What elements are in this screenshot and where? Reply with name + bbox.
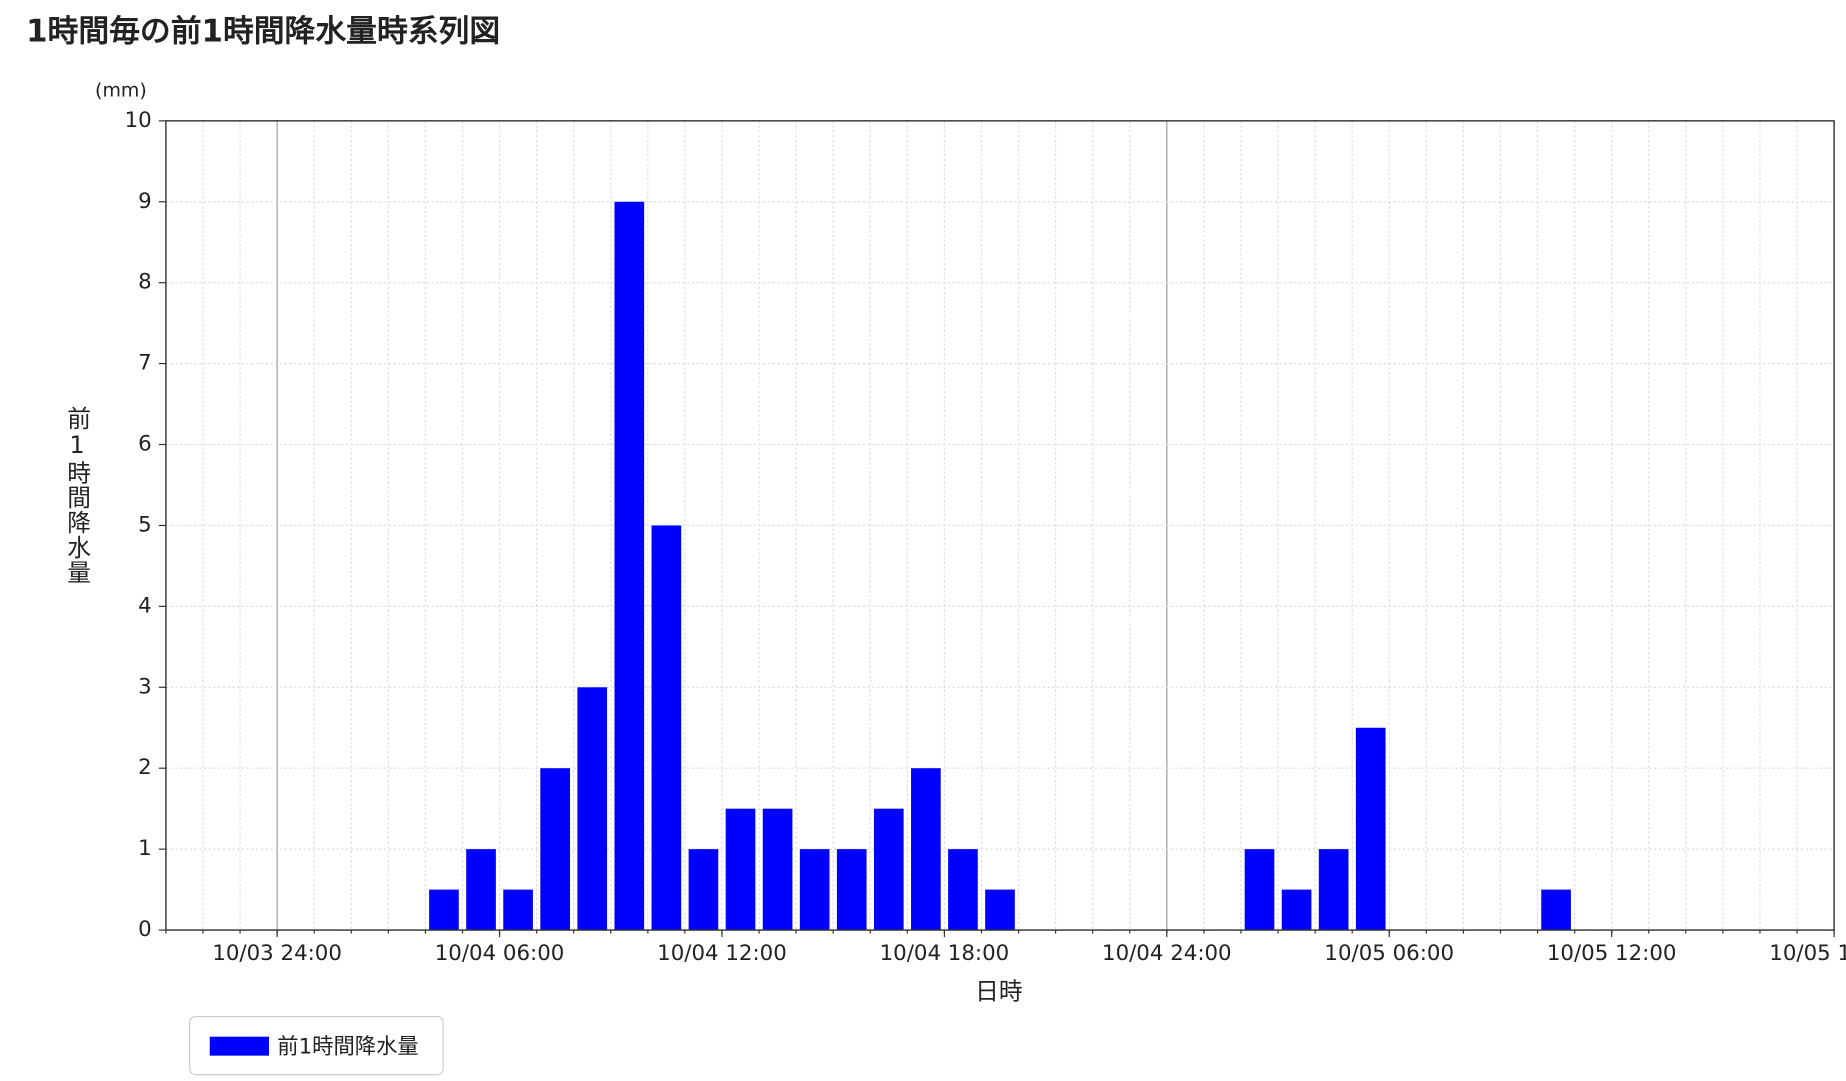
x-tick-label: 10/04 24:00 <box>1102 941 1232 966</box>
y-tick-label: 5 <box>138 512 152 537</box>
legend-swatch <box>209 1036 269 1056</box>
legend-box <box>189 1015 444 1076</box>
y-tick-label: 8 <box>138 270 152 295</box>
bar <box>985 889 1015 931</box>
bar <box>1355 727 1386 931</box>
plot-border <box>165 120 1835 931</box>
x-tick-label: 10/03 24:00 <box>212 941 342 966</box>
y-tick-label: 1 <box>138 836 152 861</box>
y-tick-label: 3 <box>138 674 152 699</box>
x-tick-label: 10/05 12:00 <box>1547 941 1677 966</box>
bar <box>688 849 719 931</box>
y-tick-label: 0 <box>138 917 152 942</box>
bar <box>651 525 682 931</box>
bar <box>873 808 904 931</box>
bar <box>911 768 941 931</box>
bar <box>836 849 867 931</box>
bar <box>503 889 533 931</box>
bar <box>948 849 978 931</box>
y-tick-label: 7 <box>138 351 152 376</box>
y-tick-label: 9 <box>138 189 152 214</box>
y-unit: (mm) <box>95 80 147 102</box>
bar <box>577 687 608 931</box>
y-tick-label: 4 <box>138 593 152 618</box>
bar <box>725 808 756 931</box>
y-tick-label: 2 <box>138 755 152 780</box>
bar <box>1541 889 1571 931</box>
bar <box>614 201 645 931</box>
legend-label: 前1時間降水量 <box>277 1034 418 1059</box>
y-axis-label: 前1時間降水量 <box>63 406 91 585</box>
y-tick-label: 10 <box>125 108 152 133</box>
bar <box>799 849 830 931</box>
bar <box>1244 849 1275 931</box>
x-tick-label: 10/04 18:00 <box>880 941 1010 966</box>
bar <box>762 808 793 931</box>
bar <box>1318 849 1349 931</box>
bar <box>1281 889 1312 931</box>
bar <box>540 768 570 931</box>
bar <box>466 849 496 931</box>
x-tick-label: 10/04 06:00 <box>435 941 565 966</box>
x-axis-label: 日時 <box>975 977 1022 1005</box>
bar <box>429 889 459 931</box>
y-tick-label: 6 <box>138 432 152 457</box>
chart-title: 1時間毎の前1時間降水量時系列図 <box>26 14 500 50</box>
x-tick-label: 10/05 18:00 <box>1769 941 1846 966</box>
x-tick-label: 10/04 12:00 <box>657 941 787 966</box>
x-tick-label: 10/05 06:00 <box>1324 941 1454 966</box>
